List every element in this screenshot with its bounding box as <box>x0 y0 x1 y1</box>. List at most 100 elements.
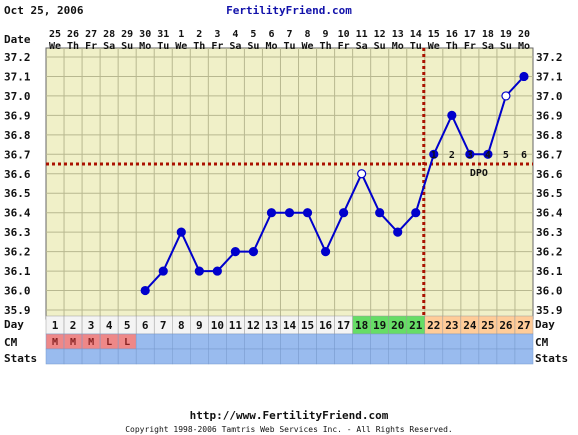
date-row-label: Date <box>4 33 31 46</box>
cm-cell <box>352 333 371 350</box>
cm-value: M <box>70 337 76 348</box>
site-title[interactable]: FertilityFriend.com <box>226 4 352 17</box>
day-number: 27 <box>517 319 530 332</box>
weekday-label: Su <box>500 41 512 52</box>
temperature-point[interactable] <box>230 247 240 257</box>
weekday-label: We <box>302 41 314 52</box>
temperature-point[interactable] <box>194 266 204 276</box>
stats-cell <box>81 348 101 365</box>
dpo-number: 3 <box>467 150 473 161</box>
stats-cell <box>190 348 209 365</box>
y-tick-label-left: 36.0 <box>4 285 31 298</box>
temperature-point[interactable] <box>320 247 331 257</box>
dpo-number: 6 <box>521 150 527 161</box>
weekday-label: Th <box>67 41 79 52</box>
temperature-point[interactable] <box>176 227 186 237</box>
temperature-point[interactable] <box>411 208 421 218</box>
temperature-point[interactable] <box>393 227 403 237</box>
date-number: 29 <box>121 29 133 40</box>
cm-cell <box>370 333 389 350</box>
stats-cell <box>63 348 83 365</box>
date-number: 17 <box>464 29 476 40</box>
day-number: 15 <box>301 319 314 332</box>
stats-cell <box>478 348 498 365</box>
weekday-label: Fr <box>338 41 350 52</box>
temperature-point[interactable] <box>483 149 493 159</box>
temperature-point[interactable] <box>375 208 385 218</box>
temperature-point[interactable] <box>284 208 295 218</box>
y-tick-label-right: 37.1 <box>536 70 563 83</box>
temperature-point[interactable] <box>447 110 457 120</box>
day-number: 21 <box>409 319 423 332</box>
temperature-point[interactable] <box>212 266 222 276</box>
date-number: 8 <box>305 29 311 40</box>
stats-cell <box>172 348 191 365</box>
cm-value: M <box>88 337 94 348</box>
cm-cell <box>208 333 227 350</box>
temperature-point[interactable] <box>519 71 529 82</box>
day-number: 2 <box>70 319 77 332</box>
temperature-point[interactable] <box>357 169 367 179</box>
date-number: 25 <box>49 29 61 40</box>
stats-cell <box>334 348 353 365</box>
temperature-point[interactable] <box>465 149 475 159</box>
y-tick-label-right: 36.8 <box>536 129 563 142</box>
temperature-point[interactable] <box>302 208 313 218</box>
weekday-label: Tu <box>283 41 295 52</box>
y-tick-label-left: 36.4 <box>4 207 31 220</box>
y-tick-label-right: 37.0 <box>536 90 563 103</box>
stats-cell <box>117 348 137 365</box>
day-number: 1 <box>52 319 59 332</box>
date-number: 14 <box>410 29 422 40</box>
temperature-point[interactable] <box>248 247 259 257</box>
day-number: 6 <box>142 319 149 332</box>
chart-date: Oct 25, 2006 <box>4 4 84 17</box>
stats-cell <box>226 348 245 365</box>
cm-cell <box>316 333 335 350</box>
temperature-point[interactable] <box>266 208 277 218</box>
day-number: 9 <box>196 319 203 332</box>
date-number: 18 <box>482 29 494 40</box>
cm-cell <box>172 333 191 350</box>
temperature-point[interactable] <box>140 285 150 296</box>
y-tick-label-right: 36.5 <box>536 187 563 200</box>
date-number: 2 <box>196 29 202 40</box>
cm-cell <box>442 333 462 350</box>
y-tick-label-right: 36.2 <box>536 246 563 259</box>
footer-copyright: Copyright 1998-2006 Tamtris Web Services… <box>125 425 453 434</box>
day-number: 11 <box>229 319 243 332</box>
stats-cell <box>406 348 426 365</box>
stats-cell <box>135 348 155 365</box>
day-number: 18 <box>355 319 368 332</box>
stats-cell <box>496 348 516 365</box>
y-tick-label-right: 36.7 <box>536 148 563 161</box>
stats-cell <box>442 348 462 365</box>
weekday-label: Mo <box>518 41 530 52</box>
date-number: 10 <box>338 29 350 40</box>
weekday-label: Sa <box>356 41 368 52</box>
stats-cell <box>298 348 317 365</box>
cm-cell <box>388 333 407 350</box>
weekday-label: Mo <box>139 41 151 52</box>
temperature-series: 1 2 3 4 5 6 DPO <box>140 71 529 296</box>
date-number: 27 <box>85 29 97 40</box>
plot-background <box>45 47 534 320</box>
temperature-point[interactable] <box>158 266 168 276</box>
date-header: 25We26Th27Fr28Sa29Su30Mo31Tu1We2Th3Fr4Sa… <box>49 29 530 52</box>
footer-url[interactable]: http://www.FertilityFriend.com <box>190 409 389 422</box>
cm-cell <box>460 333 480 350</box>
day-number: 7 <box>160 319 167 332</box>
temperature-point[interactable] <box>501 91 511 101</box>
stats-cell <box>244 348 263 365</box>
temperature-point[interactable] <box>429 149 439 159</box>
date-number: 7 <box>286 29 292 40</box>
cm-cell <box>298 333 317 350</box>
y-tick-label-right: 36.4 <box>536 207 563 220</box>
stats-cell <box>388 348 407 365</box>
date-number: 30 <box>139 29 151 40</box>
weekday-label: Fr <box>211 41 223 52</box>
temperature-point[interactable] <box>339 208 349 218</box>
cm-cell <box>153 333 173 350</box>
date-number: 28 <box>103 29 115 40</box>
date-number: 16 <box>446 29 458 40</box>
